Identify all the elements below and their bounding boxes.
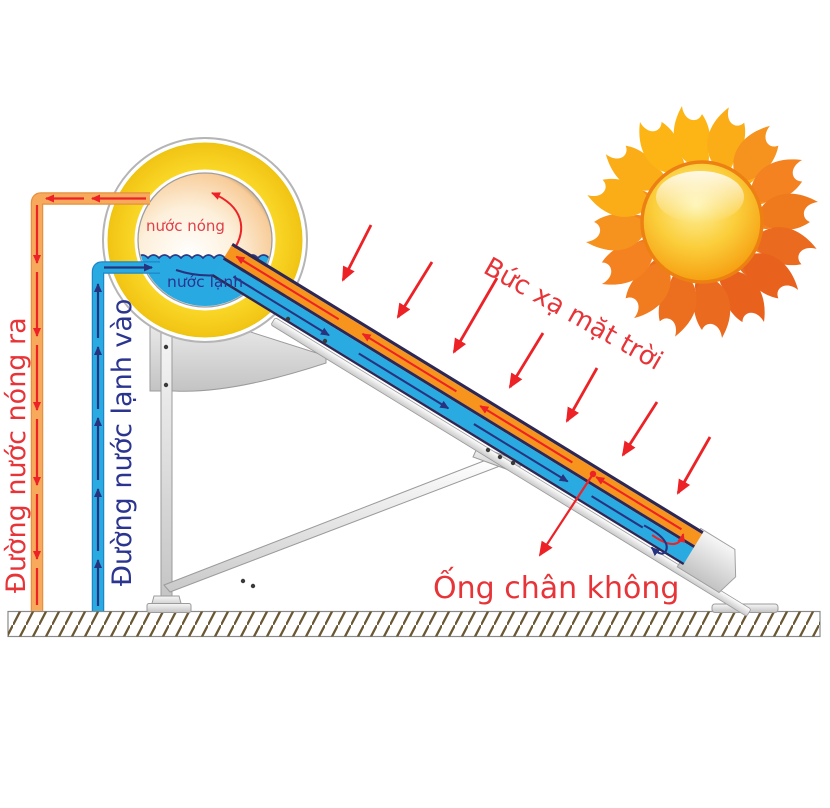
cold-uturn-arrow [643, 524, 668, 556]
convection-arrow [211, 192, 243, 252]
water-surface-line [139, 254, 271, 260]
vacuum-tube-pointer [538, 470, 597, 557]
cold-pipe-flow-arrows [94, 263, 153, 606]
collector-bottom-edge [212, 274, 685, 566]
cold-pipe-body [93, 262, 160, 611]
hot-flow-arrows [235, 255, 686, 546]
cold-water-pipe [91, 261, 160, 611]
sun-gloss [656, 171, 744, 223]
frame-rivets [163, 316, 516, 589]
collector-cold-channel [213, 259, 694, 563]
vacuum-tube-collector [212, 243, 751, 617]
frame-post [160, 317, 173, 609]
cold-flow-arrows [232, 275, 668, 556]
collector-top-edge [231, 243, 704, 535]
collector-hot-channel [224, 245, 702, 546]
ground-hatch [8, 611, 820, 637]
vacuum-tube-label: Ống chân không [433, 566, 679, 606]
collector-divider [222, 257, 696, 549]
sun-ray-arrows [341, 224, 712, 495]
frame-foot-plate-left [146, 603, 192, 613]
cold-water-tank-label: nước lạnh [167, 273, 243, 291]
hot-water-out-label: Đường nước nóng ra [1, 317, 32, 593]
pointer-arrow [538, 473, 594, 557]
hot-water-pipe [30, 192, 150, 611]
hot-pipe-body [32, 193, 150, 611]
hot-uturn-arrow [651, 533, 686, 546]
sun-icon [582, 102, 822, 342]
hot-water-tank-label: nước nóng [146, 217, 225, 235]
hot-pipe-flow-arrows [33, 194, 146, 605]
cold-water-in-label: Đường nước lạnh vào [107, 299, 138, 586]
ground [7, 610, 821, 638]
